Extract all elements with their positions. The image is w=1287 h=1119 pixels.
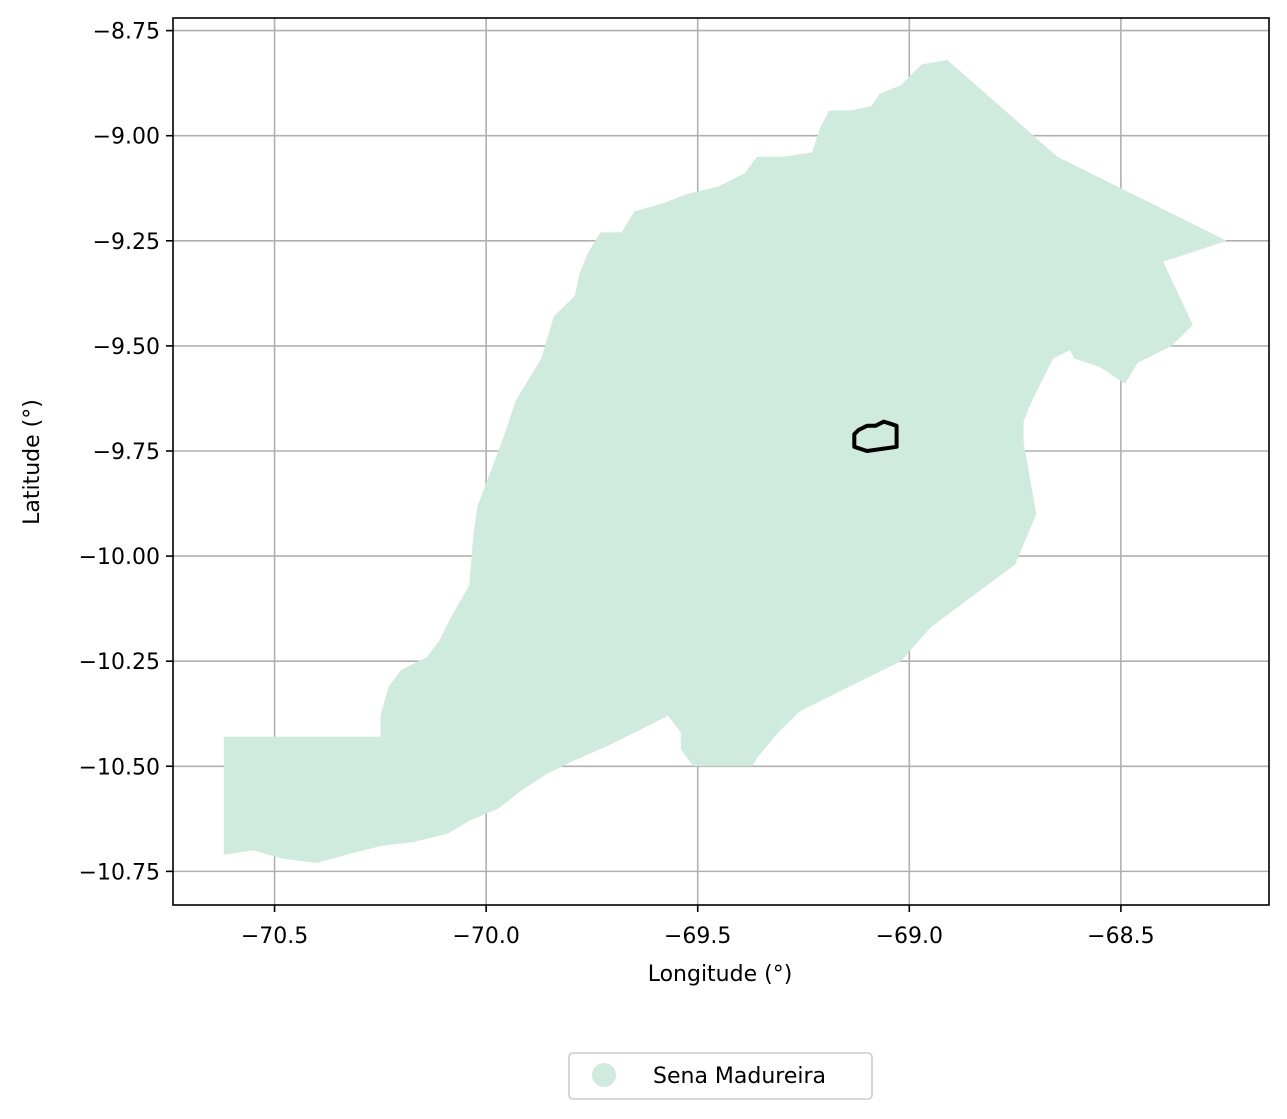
x-axis-title: Longitude (°) — [648, 962, 793, 987]
y-tick-label: −9.50 — [93, 335, 160, 360]
legend-marker — [592, 1063, 616, 1087]
y-tick-label: −8.75 — [93, 20, 160, 45]
y-tick-label: −10.50 — [79, 755, 160, 780]
x-tick-label: −70.5 — [241, 924, 308, 949]
x-tick-label: −69.0 — [876, 924, 943, 949]
y-tick-label: −9.75 — [93, 440, 160, 465]
sena-madureira-region — [223, 60, 1227, 863]
y-tick-label: −10.25 — [79, 650, 160, 675]
y-axis-title: Latitude (°) — [20, 399, 45, 525]
legend-box — [568, 1052, 873, 1100]
x-tick-label: −70.0 — [452, 924, 519, 949]
y-tick-label: −9.25 — [93, 230, 160, 255]
legend: Sena Madureira — [568, 1052, 873, 1100]
y-tick-label: −9.00 — [93, 125, 160, 150]
x-tick-label: −69.5 — [664, 924, 731, 949]
x-axis-ticks: −70.5 −70.0 −69.5 −69.0 −68.5 — [241, 905, 1155, 949]
urban-area-outline — [852, 419, 899, 453]
x-tick-label: −68.5 — [1087, 924, 1154, 949]
plot-frame — [172, 17, 1270, 906]
y-axis-ticks: −8.75 −9.00 −9.25 −9.50 −9.75 −10.00 −10.25 −10… — [79, 20, 173, 885]
legend-label: Sena Madureira — [653, 1064, 826, 1089]
y-tick-label: −10.75 — [79, 860, 160, 885]
y-tick-label: −10.00 — [79, 545, 160, 570]
